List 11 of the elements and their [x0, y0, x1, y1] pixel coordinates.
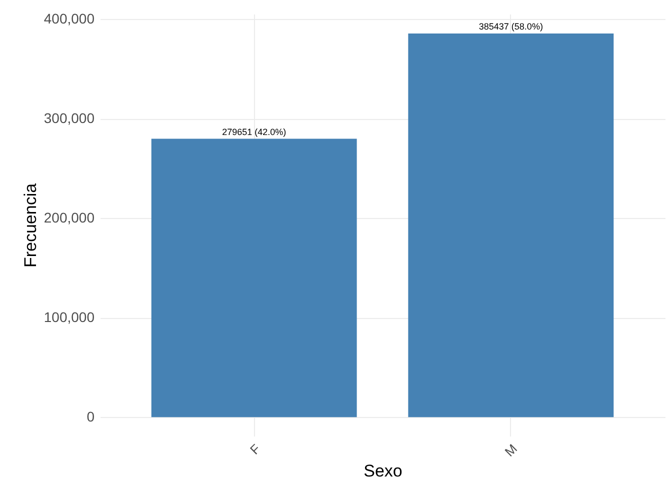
y-tick-label: 200,000 — [44, 210, 95, 226]
y-tick-label: 100,000 — [44, 309, 95, 326]
y-axis-title: Frecuencia — [20, 182, 40, 268]
x-axis-title: Sexo — [364, 461, 402, 480]
x-tick-label: M — [502, 441, 520, 460]
data-label: 385437 (58.0%) — [478, 21, 543, 32]
y-tick-label: 300,000 — [44, 110, 95, 126]
data-label: 279651 (42.0%) — [222, 126, 286, 137]
y-tick-label: 0 — [86, 408, 95, 425]
x-tick-label: F — [247, 441, 264, 458]
y-tick-label: 400,000 — [44, 10, 95, 26]
